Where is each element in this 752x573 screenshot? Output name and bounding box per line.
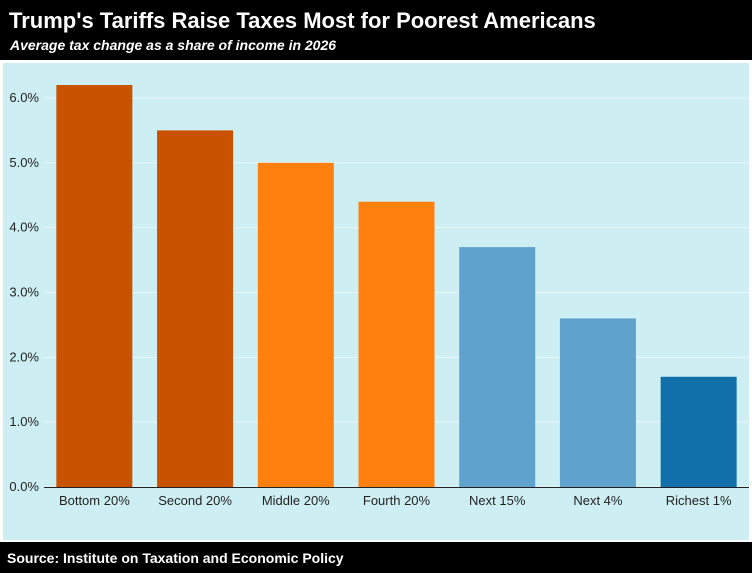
y-tick-label: 2.0% [9, 349, 39, 364]
bar [257, 162, 334, 487]
bar [56, 85, 133, 487]
y-axis-ticks: 0.0% 1.0% 2.0% 3.0% 4.0% 5.0% 6.0% [9, 90, 39, 494]
y-tick-label: 5.0% [9, 155, 39, 170]
y-tick-label: 1.0% [9, 414, 39, 429]
bar-chart: 0.0% 1.0% 2.0% 3.0% 4.0% 5.0% 6.0% Bottom 20% S… [9, 85, 749, 508]
bar [157, 130, 234, 488]
bar [459, 247, 536, 487]
x-tick-label: Middle 20% [262, 493, 330, 508]
x-tick-label: Bottom 20% [59, 493, 130, 508]
bar [660, 376, 737, 487]
x-tick-label: Second 20% [158, 493, 232, 508]
chart-subtitle: Average tax change as a share of income … [10, 37, 337, 53]
x-tick-label: Fourth 20% [363, 493, 431, 508]
bars [56, 85, 737, 488]
chart-footer: Source: Institute on Taxation and Econom… [0, 542, 752, 573]
x-axis-ticks: Bottom 20% Second 20% Middle 20% Fourth 20%… [59, 493, 732, 508]
bar [358, 201, 435, 488]
x-tick-label: Next 4% [573, 493, 623, 508]
x-tick-label: Next 15% [469, 493, 526, 508]
plot-panel: 0.0% 1.0% 2.0% 3.0% 4.0% 5.0% 6.0% Bottom 20% S… [3, 63, 749, 540]
chart-title: Trump's Tariffs Raise Taxes Most for Poo… [9, 8, 596, 33]
y-tick-label: 6.0% [9, 90, 39, 105]
bar [559, 318, 636, 487]
y-tick-label: 4.0% [9, 220, 39, 235]
y-tick-label: 0.0% [9, 479, 39, 494]
source-note: Source: Institute on Taxation and Econom… [7, 550, 344, 566]
x-tick-label: Richest 1% [666, 493, 732, 508]
y-tick-label: 3.0% [9, 284, 39, 299]
chart-header: Trump's Tariffs Raise Taxes Most for Poo… [0, 0, 752, 60]
